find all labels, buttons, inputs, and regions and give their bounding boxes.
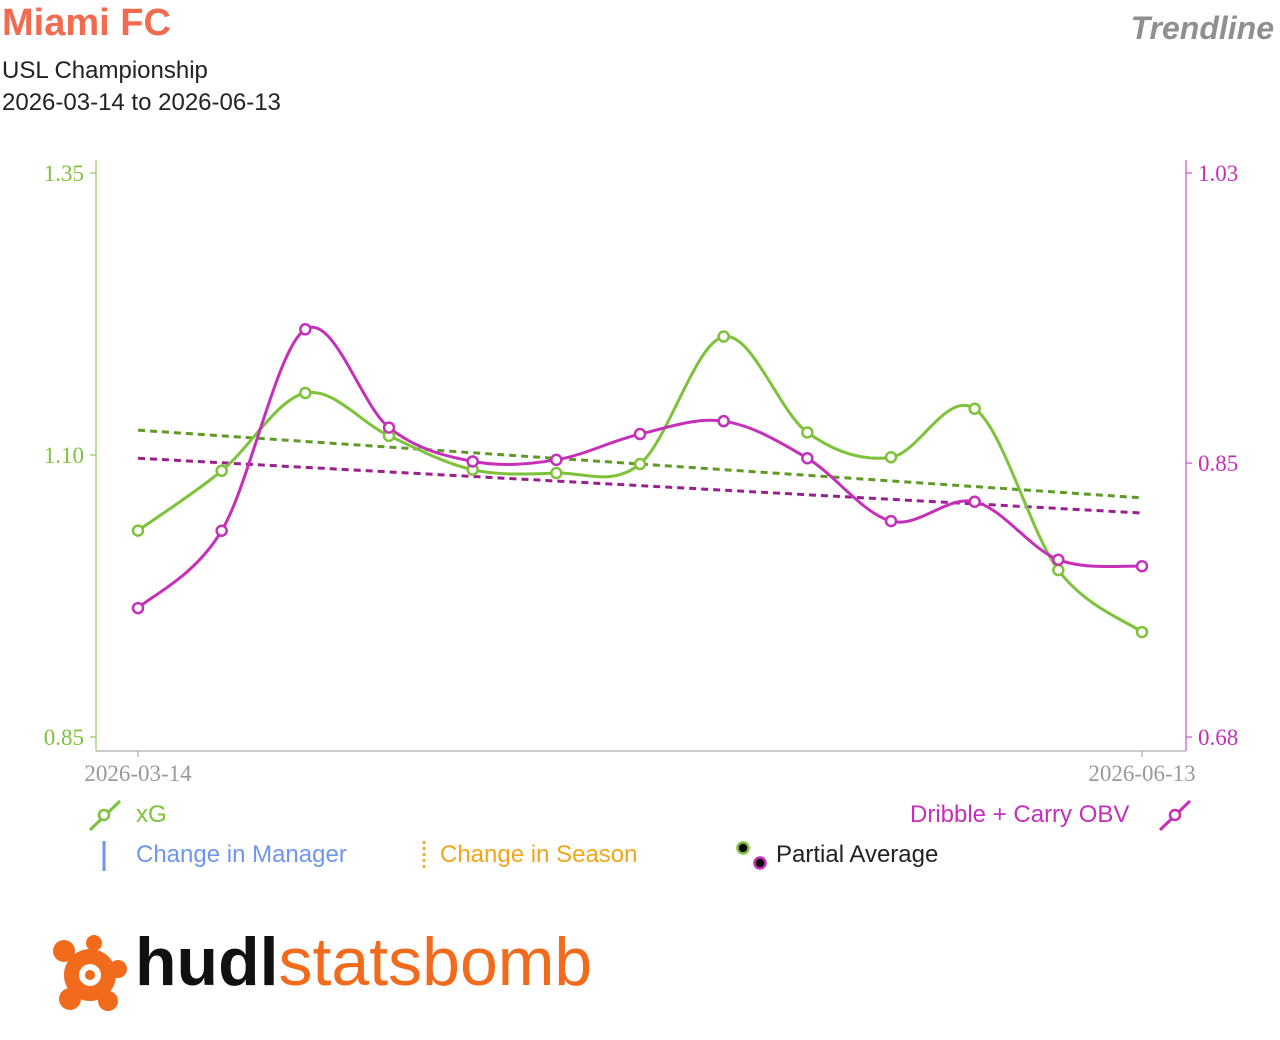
legend-manager-label: Change in Manager (136, 841, 347, 868)
obv-data-point (633, 427, 647, 441)
obv-data-point (968, 495, 981, 508)
right-axis-tick-label: 0.85 (1198, 451, 1238, 476)
obv-data-point (382, 421, 396, 434)
xg-data-point (1052, 563, 1065, 577)
xg-data-point (299, 386, 312, 400)
series-lines (136, 325, 1143, 634)
logo-hudl-text: hudl (135, 924, 279, 1000)
obv-data-point (550, 453, 563, 467)
statsbomb-logo-icon (53, 935, 127, 1011)
obv-data-point (884, 514, 898, 528)
x-axis-tick-label: 2026-06-13 (1088, 761, 1195, 786)
obv-data-point (215, 524, 228, 537)
legend-season-label: Change in Season (440, 841, 638, 868)
xg-data-point (717, 330, 730, 343)
obv-data-point (466, 455, 479, 468)
legend-obv-label: Dribble + Carry OBV (910, 801, 1130, 828)
axis-tick-labels: 0.85 1.10 1.35 0.68 0.85 1.03 2026-03-14 2026-0… (44, 161, 1239, 786)
xg-data-point (215, 464, 228, 478)
logo-statsbomb-text: statsbomb (278, 924, 593, 1000)
legend-xg-label: xG (136, 801, 167, 828)
competition-name: USL Championship (2, 57, 208, 84)
xg-data-point (801, 426, 814, 439)
x-axis-tick-label: 2026-03-14 (84, 761, 192, 786)
right-axis-tick-label: 1.03 (1198, 161, 1238, 186)
hudl-statsbomb-logo: hudlstatsbomb (135, 928, 592, 996)
xg-data-point (1135, 625, 1149, 639)
xg-data-point (968, 402, 981, 416)
legend-partial-xg-dot (736, 841, 750, 855)
legend-partial-label: Partial Average (776, 841, 939, 868)
obv-data-point (801, 451, 814, 465)
left-axis-tick-label: 0.85 (44, 725, 84, 750)
series-points (131, 323, 1149, 639)
view-title: Trendline (1130, 10, 1274, 46)
xg-data-point (131, 524, 145, 537)
xg-data-point (550, 466, 563, 480)
obv-data-point (131, 601, 145, 615)
obv-data-point (299, 323, 312, 336)
chart-axes (90, 160, 1192, 757)
obv-data-point (717, 414, 730, 428)
obv-data-point (1135, 559, 1149, 573)
xg-series-line (137, 335, 1143, 634)
date-range: 2026-03-14 to 2026-06-13 (2, 89, 281, 116)
legend-obv-marker (1168, 808, 1182, 822)
team-name: Miami FC (2, 2, 171, 44)
legend-xg-marker (97, 808, 111, 822)
xg-data-point (884, 451, 898, 464)
right-axis-tick-label: 0.68 (1198, 725, 1238, 750)
legend-icons (88, 799, 1192, 871)
xg-data-point (633, 457, 647, 471)
obv-data-point (1052, 553, 1065, 566)
trend-lines (137, 428, 1143, 515)
left-axis-tick-label: 1.10 (44, 443, 84, 468)
left-axis-tick-label: 1.35 (44, 161, 84, 186)
legend-partial-obv-dot (753, 856, 767, 870)
